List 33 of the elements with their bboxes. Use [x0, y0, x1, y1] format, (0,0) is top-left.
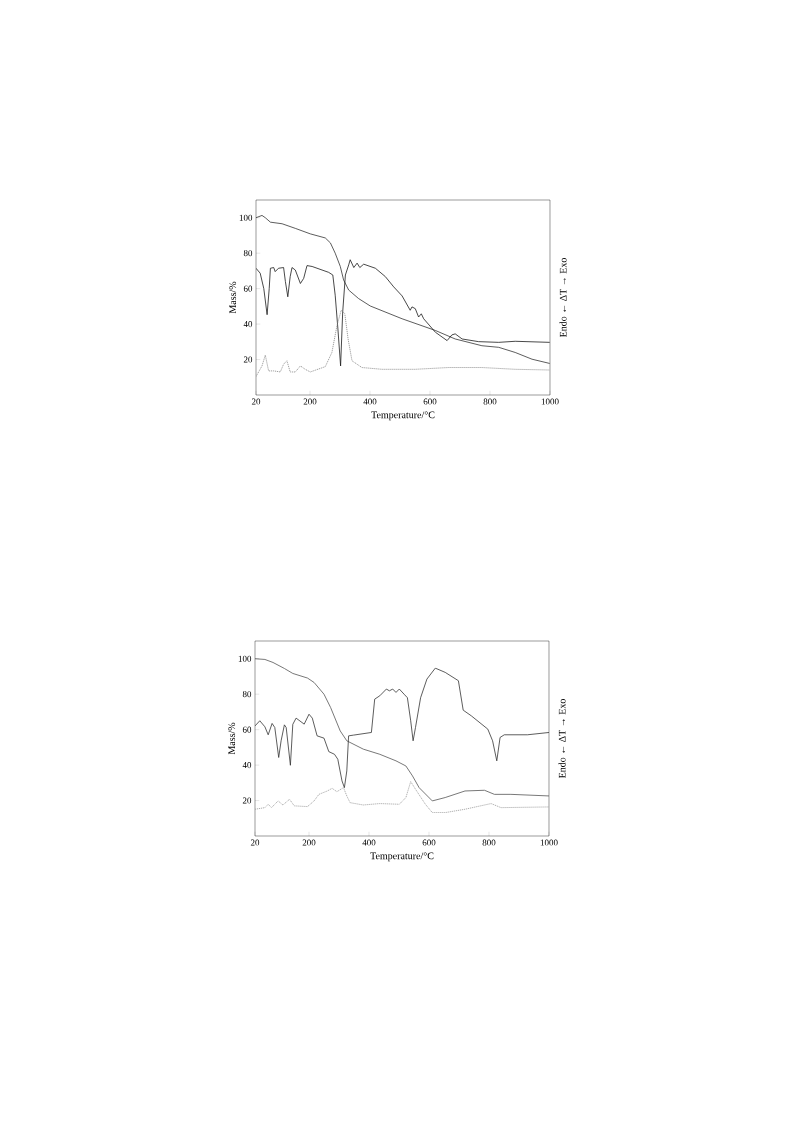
x-axis-title: Temperature/°C [371, 411, 435, 421]
y-tick-label: 100 [238, 655, 252, 662]
y-tick-label: 60 [242, 726, 252, 733]
line-series [256, 309, 550, 377]
x-tick-label: 800 [483, 398, 497, 405]
y-tick-label: 20 [242, 797, 252, 804]
y-tick-label: 20 [243, 356, 253, 363]
y-tick-label: 40 [243, 321, 253, 328]
x-tick-label: 20 [251, 398, 261, 405]
y-axis-title: Mass/% [229, 281, 237, 314]
y-tick-label: 40 [242, 762, 252, 769]
line-series [255, 781, 549, 814]
line-series [255, 658, 549, 802]
x-tick-label: 1000 [540, 839, 558, 846]
y-axis-title: Mass/% [228, 722, 236, 755]
x-tick-label: 800 [482, 839, 496, 846]
y2-axis-title: Endo ← ΔT → Exo [558, 699, 566, 779]
x-tick-label: 200 [303, 398, 317, 405]
line-series [256, 259, 550, 367]
x-tick-label: 600 [422, 839, 436, 846]
x-tick-label: 20 [250, 839, 260, 846]
line-series [256, 215, 550, 364]
y-tick-label: 80 [243, 250, 253, 257]
x-tick-label: 1000 [541, 398, 559, 405]
x-tick-label: 600 [423, 398, 437, 405]
y2-axis-title: Endo ← ΔT → Exo [559, 258, 567, 338]
y-tick-label: 80 [242, 691, 252, 698]
x-tick-label: 400 [363, 398, 377, 405]
x-axis-title: Temperature/°C [370, 852, 434, 862]
y-tick-label: 60 [243, 285, 253, 292]
y-tick-label: 100 [239, 214, 253, 221]
x-tick-label: 200 [302, 839, 316, 846]
x-tick-label: 400 [362, 839, 376, 846]
